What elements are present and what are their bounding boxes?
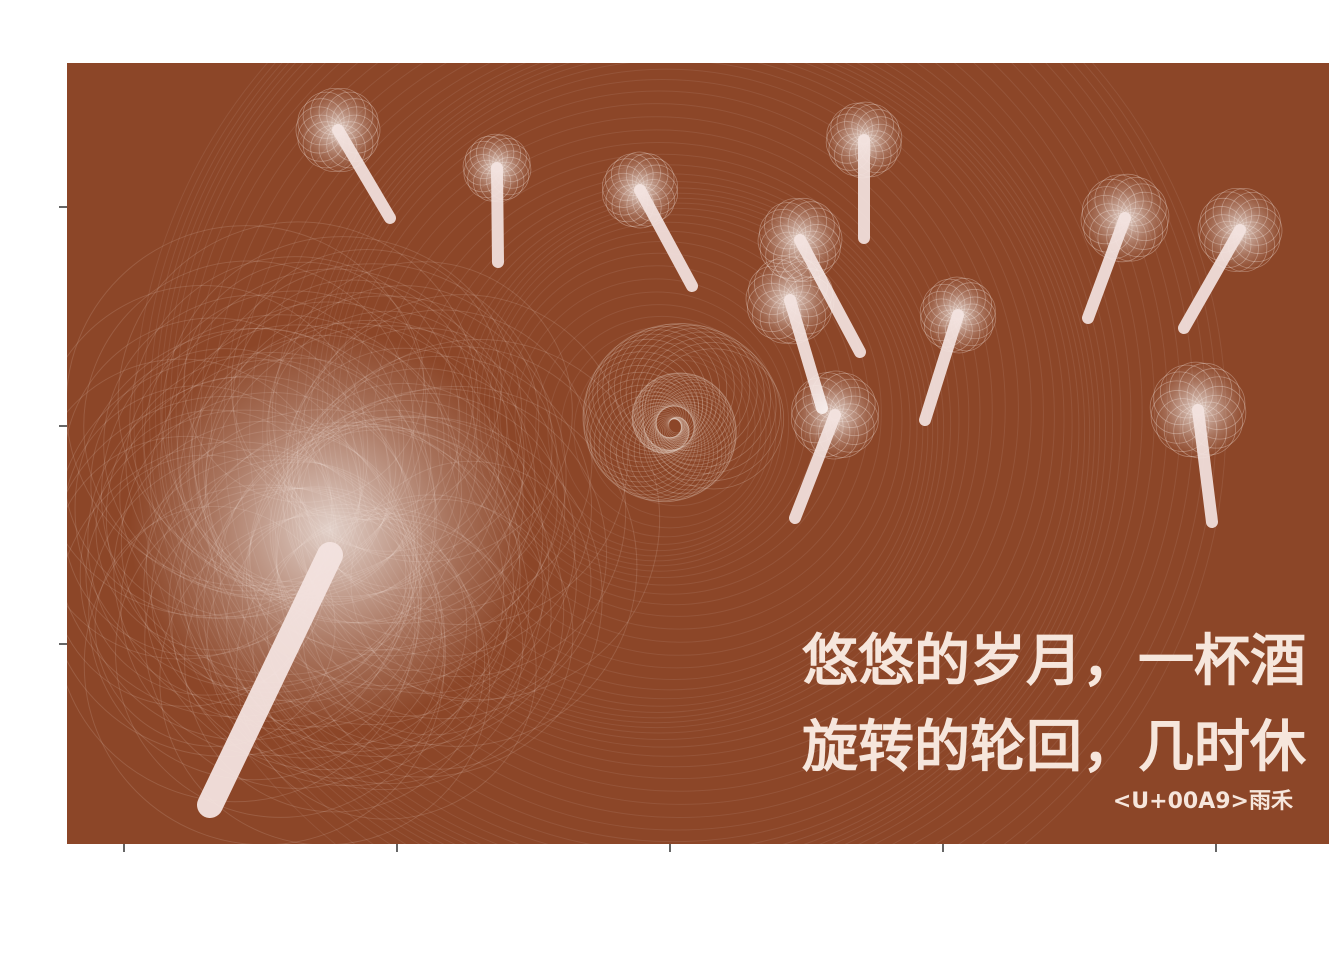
small-flower [462, 133, 532, 268]
small-flower-stem [1178, 224, 1246, 334]
small-flower [295, 88, 396, 224]
small-flower [601, 151, 698, 292]
small-flower [1080, 173, 1170, 324]
small-flower [1149, 361, 1247, 528]
small-flower [919, 276, 997, 426]
poem-line-1: 悠悠的岁月，一杯酒 [802, 628, 1306, 694]
x-axis-ticks [123, 844, 1217, 852]
small-flower-stem [332, 124, 396, 224]
signature: <U+00A9>雨禾 [1113, 789, 1293, 814]
large-flower-stem [197, 542, 343, 818]
poem-line-2: 旋转的轮回，几时休 [802, 714, 1307, 780]
small-flower [1178, 187, 1283, 334]
small-flower-stem [789, 409, 841, 524]
small-flower-stem [1082, 212, 1131, 324]
small-flower [789, 370, 880, 524]
spiral-art [67, 63, 1283, 844]
central-spiral [582, 323, 785, 503]
small-flower-stem [1192, 404, 1218, 528]
large-flower [67, 221, 661, 844]
small-flower-stem [919, 309, 964, 426]
small-flower [825, 101, 903, 244]
small-flower-stem [491, 162, 504, 268]
y-axis-ticks [59, 206, 67, 645]
small-flower-stem [634, 184, 698, 292]
